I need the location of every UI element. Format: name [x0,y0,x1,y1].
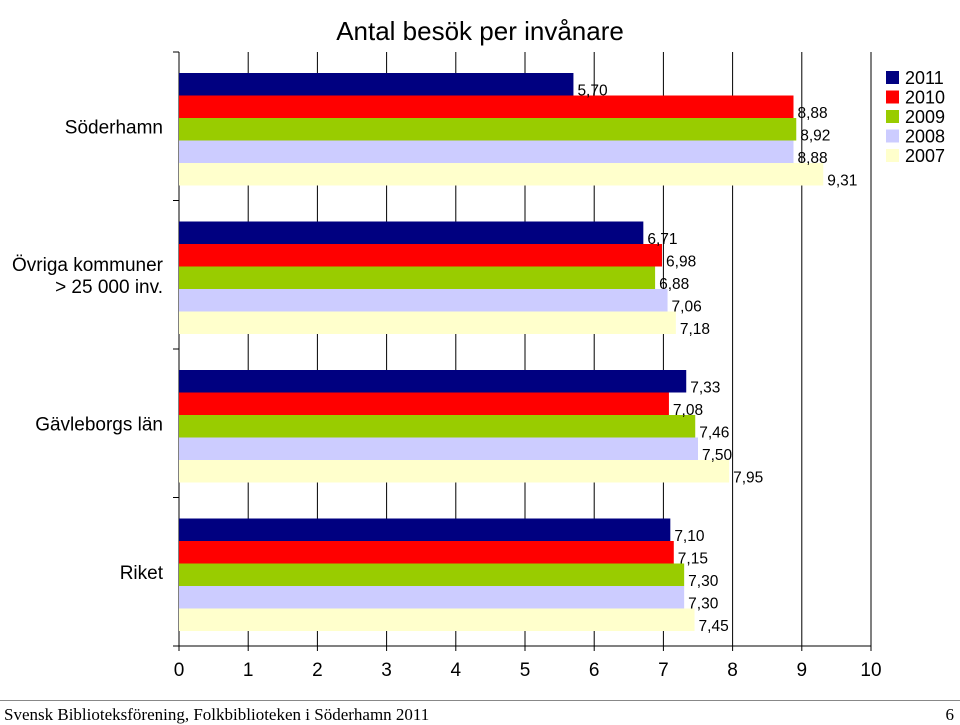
value-label: 7,08 [673,402,703,419]
value-label: 7,06 [672,298,702,315]
value-label: 8,92 [800,127,830,144]
chart: Antal besök per invånare 5,70 8,88 8,92 8,8… [12,16,945,681]
bar [179,586,685,609]
legend-swatch [886,110,899,123]
bar [179,608,695,631]
bar [179,392,669,415]
bar [179,563,685,586]
bar [179,221,644,244]
bar [179,518,671,541]
x-tick-labels: 0 1 2 3 4 5 6 7 8 9 10 [174,660,882,681]
legend-label: 2008 [905,127,945,147]
x-tick-label: 6 [589,660,600,681]
category-label: Gävleborgs län [35,414,163,435]
category-label: > 25 000 inv. [55,277,163,298]
chart-title: Antal besök per invånare [336,16,624,46]
value-label: 7,15 [678,550,708,567]
value-label: 7,30 [688,573,719,590]
bar [179,541,674,564]
bar [179,163,824,186]
x-tick-label: 9 [797,660,808,681]
x-tick-label: 0 [174,660,185,681]
value-label: 7,30 [688,595,719,612]
page-number: 6 [945,705,955,724]
legend-swatch [886,149,899,162]
value-labels: 5,708,888,928,889,316,716,986,887,067,18… [577,82,857,635]
value-label: 7,10 [674,528,705,545]
category-labels: Söderhamn Övriga kommuner> 25 000 inv. Gäv… [12,117,164,584]
bar [179,415,696,438]
x-tick-label: 1 [243,660,254,681]
value-label: 7,50 [702,447,733,464]
bar [179,244,663,267]
legend-swatch [886,71,899,84]
category-label: Söderhamn [65,117,163,138]
legend-label: 2009 [905,107,945,127]
bar [179,460,730,483]
x-tick-label: 5 [520,660,531,681]
footer: Svensk Biblioteksförening, Folkbibliotek… [0,700,960,725]
value-label: 6,98 [666,253,696,270]
legend-label: 2007 [905,146,945,166]
x-tick-label: 8 [727,660,738,681]
x-tick-label: 7 [658,660,669,681]
legend-label: 2010 [905,88,945,108]
value-label: 8,88 [797,105,827,122]
value-label: 5,70 [577,82,608,99]
value-label: 7,45 [699,618,729,635]
x-tick-label: 4 [451,660,462,681]
bar [179,289,668,312]
bars [179,73,824,631]
bar [179,118,797,141]
bar [179,266,656,289]
value-label: 7,46 [699,424,729,441]
legend-swatch [886,90,899,104]
x-tick-label: 10 [860,660,881,681]
bar [179,370,687,393]
x-tick-label: 3 [381,660,392,681]
value-label: 6,88 [659,276,689,293]
footer-text: Svensk Biblioteksförening, Folkbibliotek… [4,705,430,724]
value-label: 7,18 [680,321,710,338]
bar [179,311,676,334]
category-label: Riket [120,563,164,584]
bar [179,73,574,96]
value-label: 7,95 [733,469,763,486]
value-label: 6,71 [647,231,677,248]
legend-swatch [886,129,899,143]
category-label: Övriga kommuner [12,255,164,276]
value-label: 9,31 [827,172,857,189]
bar [179,95,794,118]
legend-label: 2011 [905,68,944,88]
value-label: 8,88 [797,150,827,167]
bar [179,437,698,460]
value-label: 7,33 [690,379,720,396]
x-tick-label: 2 [312,660,323,681]
bar [179,140,794,163]
